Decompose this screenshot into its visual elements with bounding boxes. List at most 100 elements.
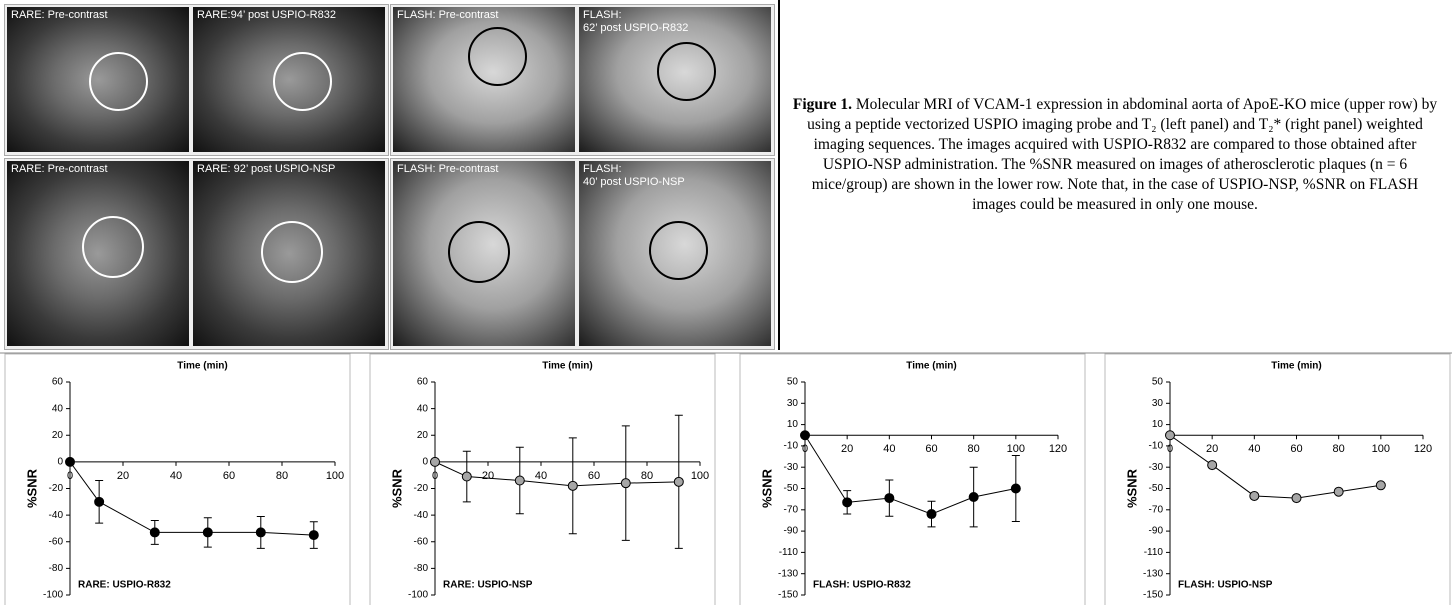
y-tick-label: -50 — [784, 483, 799, 494]
x-tick-label: 60 — [925, 443, 937, 455]
panel-label: FLASH: Pre-contrast — [397, 163, 499, 175]
y-tick-label: -30 — [784, 462, 799, 473]
y-tick-label: 0 — [57, 457, 63, 468]
roi-circle — [649, 221, 708, 280]
y-tick-label: 10 — [787, 419, 799, 430]
y-tick-label: -90 — [1149, 526, 1164, 537]
y-tick-label: -110 — [779, 547, 799, 558]
data-point — [202, 527, 213, 538]
chart-frame — [739, 353, 1086, 605]
y-tick-label: -70 — [1149, 504, 1164, 515]
y-tick-label: -80 — [414, 563, 429, 574]
panel-label: FLASH: 62’ post USPIO-R832 — [583, 9, 689, 34]
data-point — [461, 471, 472, 482]
y-tick-label: 60 — [52, 377, 64, 388]
panel-label: RARE: Pre-contrast — [11, 163, 108, 175]
mri-image: RARE: Pre-contrast — [7, 7, 189, 152]
x-tick-label: 0 — [1167, 443, 1173, 455]
y-tick-label: -90 — [784, 526, 799, 537]
y-tick-label: 50 — [1152, 377, 1164, 388]
caption: Figure 1. Molecular MRI of VCAM-1 expres… — [790, 95, 1440, 215]
chart-title: Time (min) — [906, 361, 956, 372]
x-tick-label: 60 — [223, 470, 235, 482]
mri-image: RARE: 92’ post USPIO-NSP — [193, 161, 385, 346]
y-tick-label: 0 — [422, 457, 428, 468]
panel-label: FLASH: USPIO-NSP — [1178, 580, 1273, 591]
y-tick-label: -110 — [1144, 547, 1164, 558]
roi-circle — [273, 52, 332, 111]
x-tick-label: 80 — [1333, 443, 1345, 455]
y-tick-label: 20 — [52, 430, 64, 441]
roi-circle — [657, 42, 716, 101]
y-tick-label: -40 — [49, 510, 64, 521]
data-point — [926, 509, 937, 520]
data-point — [968, 492, 979, 503]
panel-label: RARE: Pre-contrast — [11, 9, 108, 21]
y-axis-label: %SNR — [389, 468, 404, 508]
panel-label: FLASH: Pre-contrast — [397, 9, 499, 21]
divider — [778, 0, 780, 350]
mri-image: RARE: Pre-contrast — [7, 161, 189, 346]
data-point — [1333, 486, 1344, 497]
y-tick-label: -60 — [414, 536, 429, 547]
y-tick-label: -10 — [1149, 441, 1164, 452]
chart-frame — [1104, 353, 1451, 605]
y-tick-label: -20 — [414, 483, 429, 494]
y-tick-label: -100 — [408, 590, 428, 601]
x-tick-label: 100 — [1007, 443, 1025, 455]
data-point — [884, 493, 895, 504]
chart-frame — [369, 353, 716, 605]
y-axis-label: %SNR — [759, 468, 774, 508]
data-point — [620, 478, 631, 489]
x-tick-label: 20 — [841, 443, 853, 455]
data-point — [94, 496, 105, 507]
y-tick-label: -20 — [49, 483, 64, 494]
x-tick-label: 80 — [641, 470, 653, 482]
mri-image: FLASH: Pre-contrast — [393, 161, 575, 346]
mri-image: FLASH: 40’ post USPIO-NSP — [579, 161, 771, 346]
data-point — [308, 530, 319, 541]
x-tick-label: 0 — [802, 443, 808, 455]
data-point — [149, 527, 160, 538]
y-tick-label: -150 — [778, 590, 798, 601]
series-line — [1169, 434, 1381, 499]
roi-circle — [261, 221, 323, 283]
x-tick-label: 20 — [482, 470, 494, 482]
y-tick-label: -40 — [414, 510, 429, 521]
x-tick-label: 0 — [432, 470, 438, 482]
chart-frame — [4, 353, 351, 605]
x-tick-label: 40 — [1248, 443, 1260, 455]
x-tick-label: 80 — [968, 443, 980, 455]
data-point — [430, 456, 440, 467]
panel-label: FLASH: USPIO-R832 — [813, 580, 911, 591]
data-point — [1165, 430, 1175, 441]
data-point — [514, 475, 525, 486]
data-point — [1375, 480, 1386, 491]
series-line — [69, 461, 314, 536]
chart-title: Time (min) — [177, 361, 227, 372]
x-tick-label: 0 — [67, 470, 73, 482]
x-tick-label: 100 — [326, 470, 344, 482]
y-tick-label: -80 — [49, 563, 64, 574]
mri-image: FLASH: Pre-contrast — [393, 7, 575, 152]
panel-label: FLASH: 40’ post USPIO-NSP — [583, 163, 685, 188]
chart-title: Time (min) — [1271, 361, 1321, 372]
data-point — [1010, 483, 1021, 494]
roi-circle — [448, 221, 510, 283]
data-point — [1249, 490, 1260, 501]
y-tick-label: 40 — [417, 403, 429, 414]
roi-circle — [82, 216, 144, 278]
x-tick-label: 20 — [117, 470, 129, 482]
y-tick-label: -130 — [1143, 568, 1163, 579]
x-tick-label: 40 — [535, 470, 547, 482]
y-tick-label: -130 — [778, 568, 798, 579]
caption-label: Figure 1. — [792, 96, 852, 113]
data-point — [567, 480, 578, 491]
y-tick-label: -50 — [1149, 483, 1164, 494]
data-point — [1291, 493, 1302, 504]
y-tick-label: 60 — [417, 377, 429, 388]
data-point — [1207, 460, 1218, 471]
caption-text: Molecular MRI of VCAM-1 expression in ab… — [807, 96, 1438, 213]
